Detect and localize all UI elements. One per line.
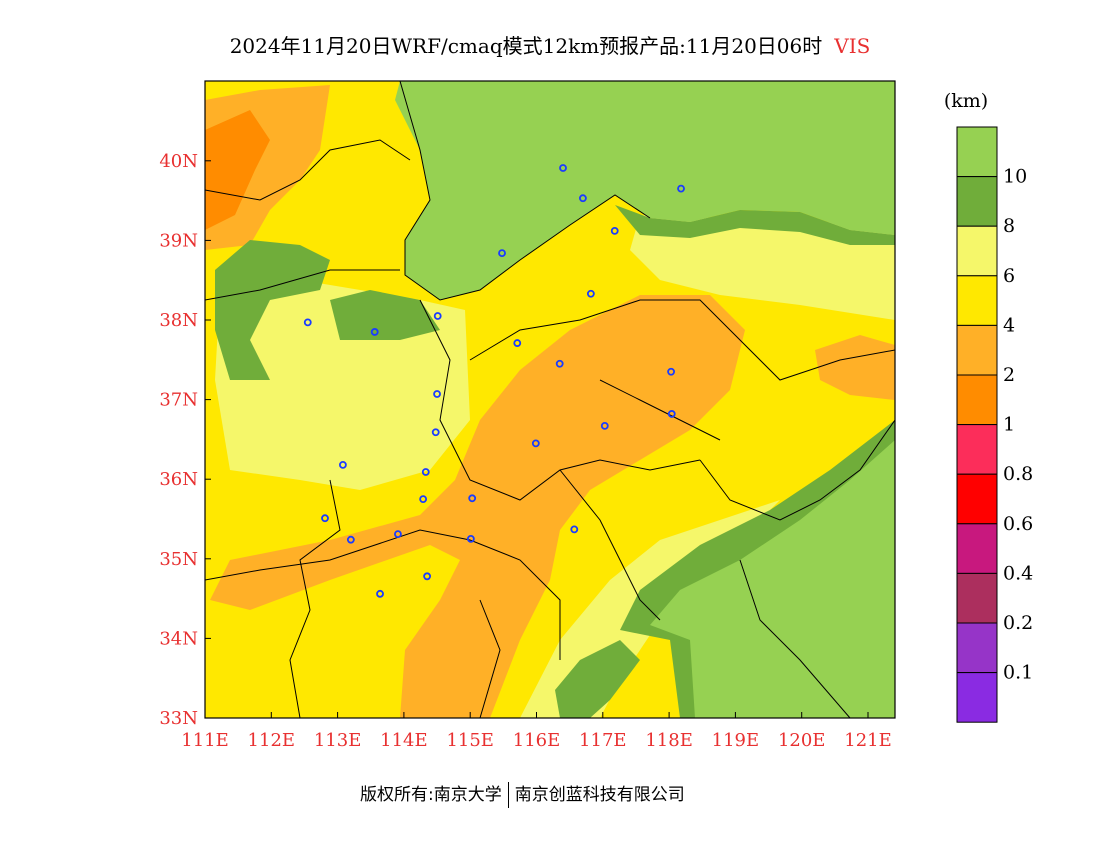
colorbar-label: 1 <box>1003 414 1015 436</box>
colorbar-swatch <box>956 225 998 277</box>
x-axis: 111E 112E 113E 114E 115E 116E 117E 118E 119E 120E… <box>181 712 892 751</box>
x-tick-label: 113E <box>314 730 362 751</box>
province-boundaries <box>205 81 895 718</box>
y-tick-label: 35N <box>159 549 198 570</box>
city-marker <box>498 249 506 258</box>
city-marker <box>421 468 430 476</box>
y-tick-label: 38N <box>159 310 198 331</box>
city-marker <box>433 312 442 320</box>
city-marker <box>586 289 595 298</box>
colorbar: 10 8 6 4 2 1 0.8 0.6 0.4 0.2 0.1 <box>956 126 1033 723</box>
city-marker <box>600 421 609 430</box>
city-marker <box>667 367 675 376</box>
y-axis: 33N 34N 35N 36N 37N 38N 39N 40N <box>159 151 211 729</box>
field-green-south <box>555 640 640 718</box>
city-marker <box>513 339 522 347</box>
city-marker <box>555 359 564 368</box>
colorbar-label: 8 <box>1003 215 1015 237</box>
colorbar-swatch <box>956 374 998 426</box>
y-tick-label: 36N <box>159 469 198 490</box>
field-darkgreen-band <box>615 205 895 245</box>
colorbar-label: 0.1 <box>1003 662 1033 684</box>
field-pale-east <box>630 215 895 320</box>
city-marker <box>677 184 685 193</box>
x-tick-label: 115E <box>446 730 494 751</box>
colorbar-label: 6 <box>1003 265 1015 287</box>
city-marker <box>531 439 540 448</box>
field-orange-center <box>210 295 745 718</box>
colorbar-unit: (km) <box>944 90 988 112</box>
colorbar-swatch <box>956 275 998 326</box>
title-text: 2024年11月20日WRF/cmaq模式12km预报产品:11月20日06时 <box>229 34 823 58</box>
y-tick-label: 33N <box>159 708 198 729</box>
field-dark-orange-top-left <box>205 110 270 230</box>
x-tick-label: 119E <box>712 730 760 751</box>
colorbar-label: 2 <box>1003 364 1015 386</box>
city-marker <box>559 164 567 172</box>
city-marker <box>570 525 579 534</box>
variable-label: VIS <box>834 34 871 58</box>
colorbar-swatch <box>956 622 998 674</box>
colorbar-swatch <box>956 572 998 624</box>
city-marker <box>419 495 428 504</box>
chart-title: 2024年11月20日WRF/cmaq模式12km预报产品:11月20日06时 V… <box>0 30 1100 59</box>
copyright-footer: 版权所有:南京大学 南京创蓝科技有限公司 <box>360 780 685 808</box>
field-green-southeast <box>650 440 895 718</box>
colorbar-swatch <box>956 176 998 227</box>
colorbar-label: 0.8 <box>1003 463 1033 485</box>
y-tick-label: 39N <box>159 230 198 251</box>
field-green-north <box>395 81 895 300</box>
city-marker <box>431 428 440 437</box>
colorbar-swatch <box>956 473 998 525</box>
x-tick-label: 117E <box>579 730 627 751</box>
city-marker <box>376 589 384 598</box>
city-marker <box>468 494 477 503</box>
city-marker <box>321 514 329 523</box>
colorbar-label: 0.2 <box>1003 612 1033 634</box>
city-marker <box>346 535 355 544</box>
colorbar-label: 4 <box>1003 314 1015 336</box>
colorbar-label: 0.6 <box>1003 513 1033 535</box>
x-tick-label: 118E <box>645 730 693 751</box>
city-marker <box>610 226 619 235</box>
city-marker <box>466 535 475 543</box>
y-tick-label: 40N <box>159 151 198 172</box>
city-marker <box>339 460 347 469</box>
field-green-west2 <box>330 290 440 340</box>
copyright-left: 版权所有:南京大学 <box>360 785 502 805</box>
colorbar-label: 0.4 <box>1003 562 1033 584</box>
colorbar-swatch <box>956 672 998 723</box>
colorbar-swatch <box>956 424 998 475</box>
x-tick-label: 114E <box>380 730 428 751</box>
y-tick-label: 34N <box>159 628 198 649</box>
x-tick-label: 121E <box>844 730 892 751</box>
x-tick-label: 112E <box>248 730 296 751</box>
city-marker <box>579 194 587 203</box>
x-tick-label: 111E <box>181 730 229 751</box>
y-tick-label: 37N <box>159 390 198 411</box>
footer-divider <box>507 782 509 808</box>
colorbar-swatch <box>956 126 998 178</box>
city-markers <box>303 164 685 598</box>
city-marker <box>394 530 402 539</box>
colorbar-swatch <box>956 324 998 376</box>
city-marker <box>423 572 432 581</box>
city-marker <box>303 318 312 327</box>
colorbar-swatch <box>956 523 998 574</box>
city-marker <box>370 328 379 336</box>
x-tick-label: 116E <box>513 730 561 751</box>
x-tick-label: 120E <box>778 730 826 751</box>
colorbar-label: 10 <box>1003 166 1027 188</box>
copyright-right: 南京创蓝科技有限公司 <box>514 785 685 805</box>
field-orange-east <box>815 335 895 400</box>
city-marker <box>667 410 676 418</box>
visibility-field <box>205 81 895 718</box>
city-marker <box>433 390 441 398</box>
field-green-west <box>215 240 330 380</box>
